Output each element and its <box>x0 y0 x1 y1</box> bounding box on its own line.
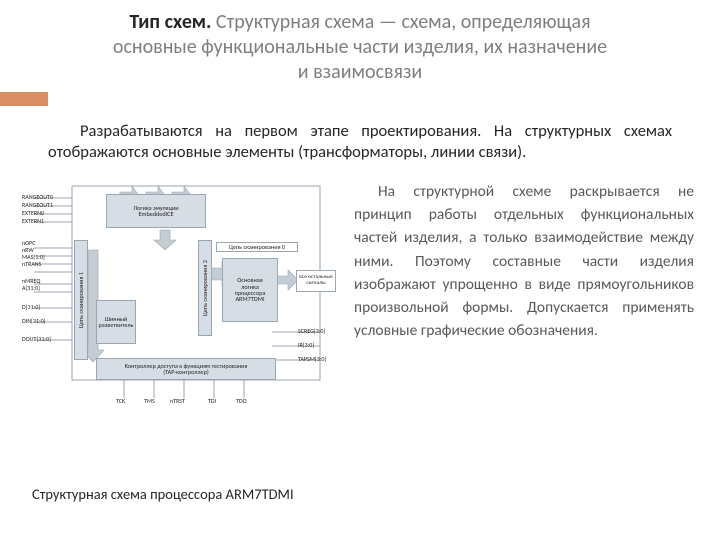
pin-nopc: nOPC nRW MAS[1:0] nTRANS <box>22 240 45 268</box>
pin-tapsm: TAPSM[3:0] <box>298 356 326 362</box>
block-diagram: RANGEOUT0 RANGEOUT1 EXTERN0 EXTERN1 nOPC… <box>20 180 340 410</box>
pin-nmreq: nMREQ A[31:0] <box>22 278 40 292</box>
pin-tdi: TDI <box>208 398 216 404</box>
pin-tdo: TDO <box>236 398 247 404</box>
block-bus-splitter: Шинный разветвитель <box>96 300 136 344</box>
diagram-caption: Структурная схема процессора ARM7TDMI <box>32 486 294 503</box>
accent-bar <box>0 92 48 106</box>
block-scan2: Цепь сканирования 2 <box>198 240 212 336</box>
pin-dout: DOUT[31:0] <box>22 336 51 342</box>
pin-tms: TMS <box>144 398 155 404</box>
block-tap-controller: Контроллер доступа к функциям тестирован… <box>96 358 276 380</box>
paragraph-1: Разрабатываются на первом этапе проектир… <box>0 93 720 174</box>
slide-title: Тип схем. Структурная схема — схема, опр… <box>0 0 720 93</box>
pin-rangeout0: RANGEOUT0 <box>22 194 53 200</box>
pin-din: DIN[31:0] <box>22 318 45 324</box>
pin-rangeout1: RANGEOUT1 <box>22 202 53 208</box>
pin-screg: SCREG[3:0] <box>298 328 325 334</box>
block-scan1: Цепь сканирования 1 <box>74 240 88 360</box>
pin-ir: IR[3:0] <box>298 342 314 348</box>
pin-tck: TCK <box>116 398 125 404</box>
block-embedded-ice: Логика эмуляции EmbeddedICE <box>106 194 206 228</box>
pin-d310: D[31:0] <box>22 304 40 310</box>
paragraph-2: На структурной схеме раскрывается не при… <box>354 180 694 410</box>
title-bold: Тип схем. <box>129 10 211 34</box>
block-scan0: Цепь сканирования 0 <box>216 242 298 252</box>
pin-extern0: EXTERN0 <box>22 210 44 216</box>
pin-ntrst: nTRST <box>170 398 185 404</box>
block-core: Основная логика процессора ARM7TDMI <box>222 258 278 322</box>
title-rest-1: Структурная схема — схема, определяющая <box>211 10 590 34</box>
block-rest-signals: все остальные сигналы <box>296 270 336 292</box>
title-rest-2: основные функциональные части изделия, и… <box>30 35 690 60</box>
title-rest-3: и взаимосвязи <box>30 60 690 85</box>
pin-extern1: EXTERN1 <box>22 218 44 224</box>
